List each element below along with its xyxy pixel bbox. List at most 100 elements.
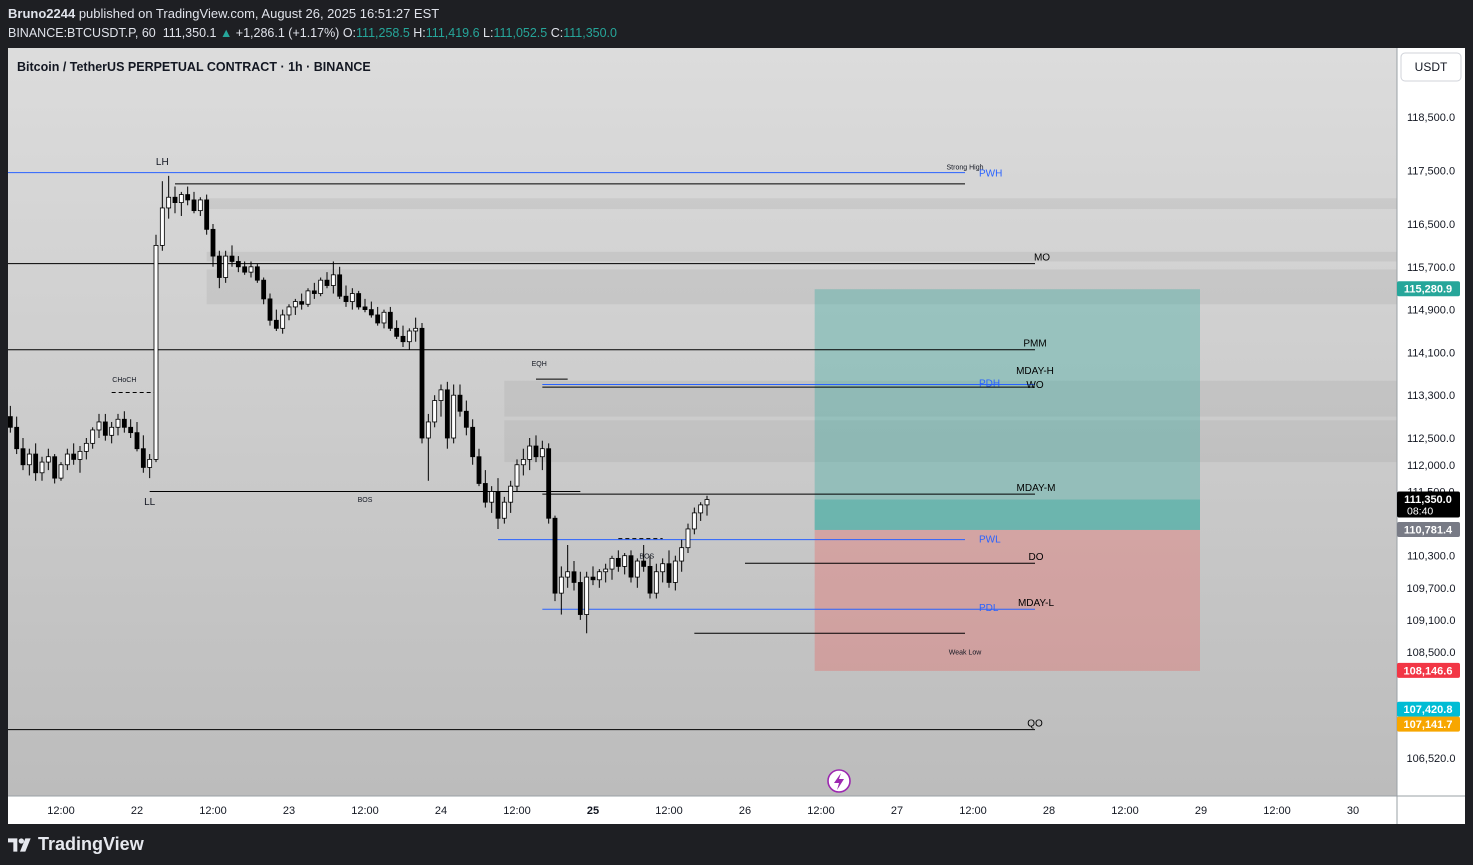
candle-body: [172, 196, 178, 203]
candle-body: [223, 255, 229, 278]
candle-body: [14, 426, 20, 450]
candle-body: [286, 306, 292, 316]
candle-body: [58, 464, 64, 479]
price-tick-label: 114,900.0: [1407, 305, 1455, 317]
lightning-icon-bolt: [834, 773, 844, 790]
candle-body: [368, 309, 374, 316]
candle-body: [451, 394, 457, 439]
time-tick-label: 24: [435, 805, 447, 817]
structure-label: LH: [156, 157, 169, 168]
header-bar: Bruno2244 published on TradingView.com, …: [0, 0, 1473, 48]
candle-body: [71, 453, 77, 460]
candle-body: [495, 491, 501, 519]
candle-body: [45, 456, 51, 463]
price-axis[interactable]: [1397, 48, 1465, 824]
candle-body: [425, 421, 431, 439]
chart-frame[interactable]: PWH MO PMM PDH MDAY-H WO MDAY-M PWL DO PDL MDAY-L Q…: [8, 48, 1465, 824]
zone-box: [206, 198, 1398, 210]
candle-body: [381, 311, 387, 324]
candle-body: [273, 319, 279, 329]
price-badge-label: 115,280.9: [1404, 284, 1452, 296]
candle-body: [39, 461, 45, 474]
candle-body: [254, 266, 260, 281]
candle-body: [121, 418, 127, 428]
candle-body: [387, 311, 393, 329]
candle-body: [109, 426, 115, 436]
candle-body: [292, 301, 298, 308]
candle-body: [242, 266, 248, 273]
candle-body: [102, 421, 108, 436]
candle-body: [134, 432, 140, 450]
time-axis[interactable]: [8, 796, 1397, 824]
candle-body: [634, 560, 640, 578]
candle-body: [362, 306, 368, 310]
price-tick-label: 109,700.0: [1407, 583, 1456, 595]
currency-button-label[interactable]: USDT: [1415, 60, 1448, 74]
candle-body: [216, 255, 222, 278]
levels-layer: PWH MO PMM PDH MDAY-H WO MDAY-M PWL DO PDL MDAY-L Q…: [8, 157, 1055, 731]
candle-body: [489, 491, 495, 503]
candle-body: [501, 501, 507, 519]
time-tick-label: 26: [739, 805, 751, 817]
candle-body: [698, 504, 704, 514]
candle-body: [128, 426, 134, 434]
chart-svg[interactable]: PWH MO PMM PDH MDAY-H WO MDAY-M PWL DO PDL MDAY-L Q…: [8, 48, 1465, 824]
candle-body: [533, 445, 539, 458]
target-zone-filled: [814, 499, 1200, 530]
price-tick-label: 109,100.0: [1407, 615, 1456, 627]
time-tick-label: 12:00: [655, 805, 683, 817]
price-badge-box: [1397, 281, 1460, 297]
time-tick-label: 12:00: [807, 805, 835, 817]
price-tick-label: 108,500.0: [1407, 647, 1456, 659]
candle-body: [520, 458, 526, 466]
candle-body: [584, 576, 590, 615]
candle-body: [470, 426, 476, 458]
footer-bar: TradingView: [0, 824, 1473, 865]
price-tick-label: 106,520.0: [1407, 753, 1456, 765]
publisher-user[interactable]: Bruno2244: [8, 6, 76, 21]
candle-body: [305, 290, 311, 305]
candle-body: [8, 416, 13, 428]
currency-button[interactable]: USDT: [1400, 52, 1462, 82]
level-label: WO: [1026, 380, 1043, 391]
candle-body: [660, 563, 666, 573]
candle-body: [140, 448, 146, 468]
candle-body: [343, 295, 349, 302]
price-badge-box: [1397, 716, 1460, 732]
time-tick-label: 22: [131, 805, 143, 817]
currency-button-box[interactable]: [1400, 52, 1462, 82]
price-tick-label: 117,500.0: [1407, 166, 1455, 178]
low-label: L:: [483, 26, 494, 40]
candle-body: [394, 327, 400, 337]
candle-body: [444, 389, 450, 439]
close-label: C:: [550, 26, 564, 40]
candle-body: [356, 293, 362, 308]
candle-body: [52, 456, 58, 479]
candle-body: [64, 453, 70, 466]
candle-body: [413, 327, 419, 332]
time-tick-label: 12:00: [959, 805, 987, 817]
last-price: 111,350.1: [162, 26, 217, 40]
symbol-label[interactable]: BINANCE:BTCUSDT.P, 60: [8, 26, 156, 40]
time-tick-label: 12:00: [1263, 805, 1291, 817]
price-tick-label: 112,500.0: [1407, 433, 1455, 445]
brand[interactable]: TradingView: [8, 834, 144, 855]
structure-label: BOS: [358, 497, 373, 504]
candle-body: [647, 566, 653, 594]
zone-box: [206, 251, 1398, 262]
candle-body: [552, 517, 558, 594]
candle-body: [641, 560, 647, 567]
badges-layer: 115,280.9 111,350.008:40 110,781.4 108,146.…: [1397, 281, 1460, 732]
price-tick-label: 116,500.0: [1407, 219, 1455, 231]
level-label: MO: [1034, 253, 1050, 264]
candle-body: [280, 314, 286, 329]
brand-label: TradingView: [38, 834, 144, 854]
lightning-icon[interactable]: [827, 769, 851, 793]
candle-body: [615, 557, 621, 567]
candle-body: [577, 582, 583, 615]
candle-body: [159, 207, 165, 246]
structure-label: LL: [144, 497, 156, 508]
chart-title: Bitcoin / TetherUS PERPETUAL CONTRACT · …: [17, 60, 371, 74]
price-tick-label: 113,300.0: [1407, 390, 1455, 402]
stop-zone: [814, 529, 1200, 671]
